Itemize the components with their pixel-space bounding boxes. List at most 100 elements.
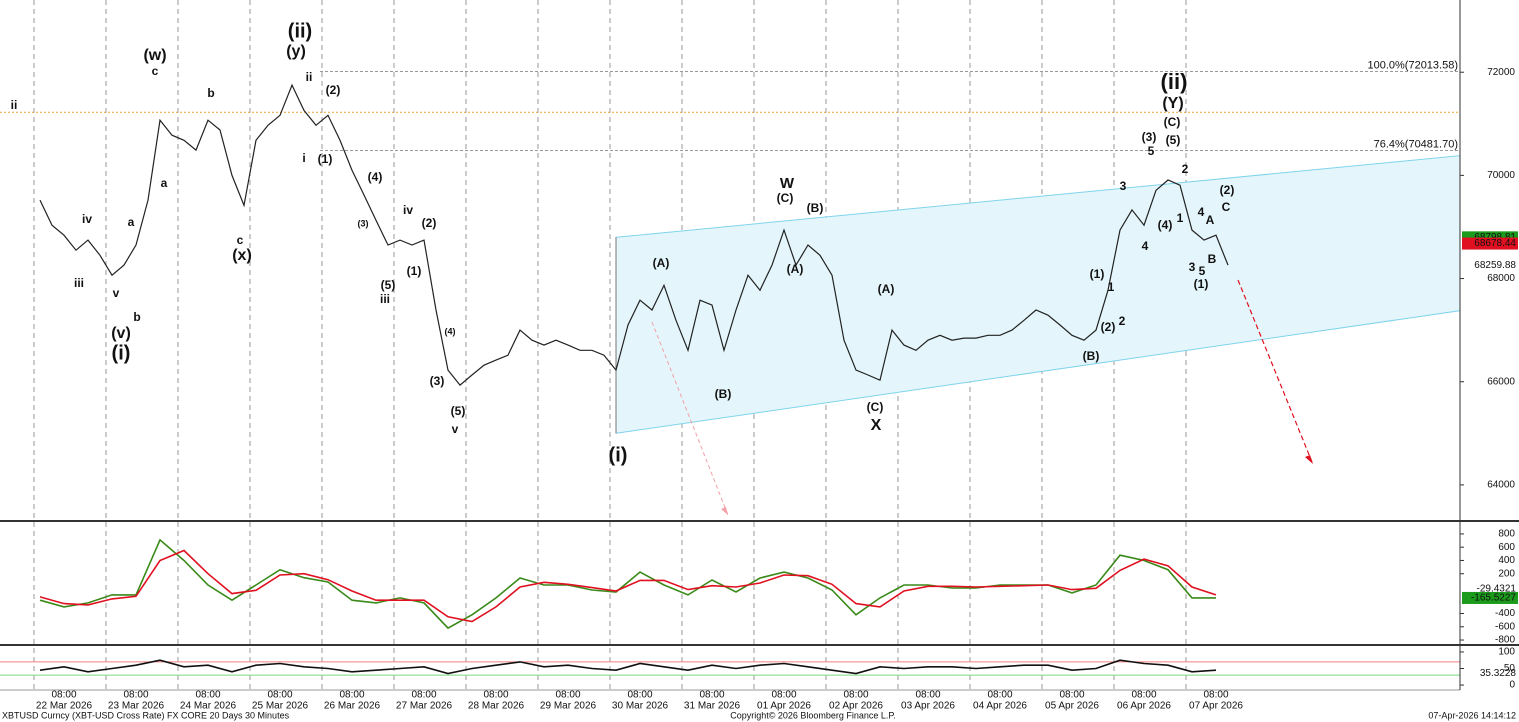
x-hour-label: 08:00: [339, 690, 364, 701]
x-hour-label: 08:00: [51, 690, 76, 701]
wave-label: (1): [1194, 277, 1209, 291]
y-tick-label: 400: [1498, 555, 1515, 566]
wave-label: (1): [407, 264, 422, 278]
wave-label: (v): [111, 325, 131, 342]
wave-label: (2): [1101, 320, 1116, 334]
wave-label: A: [1206, 213, 1215, 227]
wave-label: (4): [445, 326, 456, 336]
wave-label: (A): [787, 262, 804, 276]
wave-label: iii: [74, 276, 84, 290]
wave-label: 2: [1182, 162, 1189, 176]
wave-label: B: [1208, 252, 1217, 266]
value-tag: 68678.44: [1474, 238, 1516, 249]
wave-label: (i): [609, 444, 628, 466]
x-tick-label: 30 Mar 2026: [612, 701, 669, 712]
y-tick-label: 72000: [1487, 67, 1515, 78]
wave-label: 2: [1119, 314, 1126, 328]
wave-label: ii: [11, 98, 18, 112]
value-tag: 35.3228: [1480, 668, 1517, 679]
x-hour-label: 08:00: [771, 690, 796, 701]
arrow-head: [721, 507, 728, 515]
wave-label: 3: [1189, 260, 1196, 274]
footer-source: XBTUSD Curncy (XBT-USD Cross Rate) FX CO…: [2, 710, 290, 720]
wave-label: (2): [1220, 183, 1235, 197]
footer-timestamp: 07-Apr-2026 14:14:12: [1428, 710, 1516, 720]
x-hour-label: 08:00: [483, 690, 508, 701]
value-tag: 68259.88: [1474, 260, 1516, 271]
x-tick-label: 25 Mar 2026: [252, 701, 309, 712]
background-layer: [0, 0, 1461, 690]
value-tag-box: [1462, 591, 1518, 604]
y-tick-label: 100: [1498, 647, 1515, 658]
wave-label: (C): [1164, 115, 1181, 129]
wave-label: (x): [232, 247, 252, 264]
x-hour-label: 08:00: [915, 690, 940, 701]
y-tick-label: 64000: [1487, 480, 1515, 491]
wave-label: (3): [358, 218, 369, 228]
wave-label: W: [780, 175, 795, 192]
arrow-head: [1305, 455, 1313, 464]
wave-label: c: [152, 64, 159, 78]
wave-label: 1: [1108, 280, 1115, 294]
wave-label: i: [302, 151, 305, 165]
y-tick-label: 68000: [1487, 273, 1515, 284]
y-tick-label: 200: [1498, 568, 1515, 579]
x-hour-label: 08:00: [987, 690, 1012, 701]
x-tick-label: 27 Mar 2026: [396, 701, 453, 712]
y-tick-label: -400: [1495, 608, 1515, 619]
wave-label: (1): [1090, 267, 1105, 281]
wave-label: (5): [1166, 133, 1181, 147]
wave-label: (4): [1158, 218, 1173, 232]
fib-label: 76.4%(70481.70): [1374, 138, 1458, 150]
value-tag: -29.4321: [1477, 584, 1517, 595]
wave-label: c: [237, 233, 244, 247]
wave-label: X: [871, 417, 882, 434]
wave-label: (3): [430, 374, 445, 388]
x-tick-label: 02 Apr 2026: [829, 701, 883, 712]
y-tick-label: 66000: [1487, 376, 1515, 387]
wave-label: (C): [867, 400, 884, 414]
x-tick-label: 03 Apr 2026: [901, 701, 955, 712]
x-tick-label: 26 Mar 2026: [324, 701, 381, 712]
x-hour-label: 08:00: [843, 690, 868, 701]
wave-label: (2): [326, 83, 341, 97]
wave-label: ii: [306, 70, 313, 84]
wave-label: (A): [653, 256, 670, 270]
wave-label: (A): [878, 282, 895, 296]
x-hour-label: 08:00: [699, 690, 724, 701]
wave-label: (5): [451, 404, 466, 418]
wave-label: b: [207, 86, 214, 100]
projection-arrow: [1237, 279, 1313, 463]
x-hour-label: 08:00: [1203, 690, 1228, 701]
wave-label: (ii): [1161, 69, 1188, 94]
wave-label: iii: [380, 292, 390, 306]
x-tick-label: 06 Apr 2026: [1117, 701, 1171, 712]
wave-label: (ii): [288, 20, 312, 42]
wave-label: 1: [1177, 211, 1184, 225]
wave-label: b: [133, 310, 140, 324]
x-tick-label: 22 Mar 2026: [36, 701, 93, 712]
x-tick-label: 23 Mar 2026: [108, 701, 165, 712]
x-tick-label: 01 Apr 2026: [757, 701, 811, 712]
x-hour-label: 08:00: [195, 690, 220, 701]
x-tick-label: 24 Mar 2026: [180, 701, 237, 712]
fib-label: 100.0%(72013.58): [1367, 59, 1458, 71]
x-tick-label: 31 Mar 2026: [684, 701, 741, 712]
channel: [615, 155, 1461, 434]
wave-label: a: [128, 215, 135, 229]
wave-label: iv: [403, 203, 413, 217]
wave-label: 4: [1198, 205, 1205, 219]
x-hour-label: 08:00: [1059, 690, 1084, 701]
wave-label: (1): [318, 152, 333, 166]
wave-label: v: [113, 286, 120, 300]
y-tick-label: 800: [1498, 529, 1515, 540]
x-hour-label: 08:00: [627, 690, 652, 701]
x-hour-label: 08:00: [123, 690, 148, 701]
footer-copyright: Copyright© 2026 Bloomberg Finance L.P.: [730, 710, 896, 720]
wave-label: 5: [1148, 144, 1155, 158]
wave-label: (2): [422, 216, 437, 230]
series-line: [39, 659, 1217, 675]
wave-label: (y): [286, 43, 306, 60]
